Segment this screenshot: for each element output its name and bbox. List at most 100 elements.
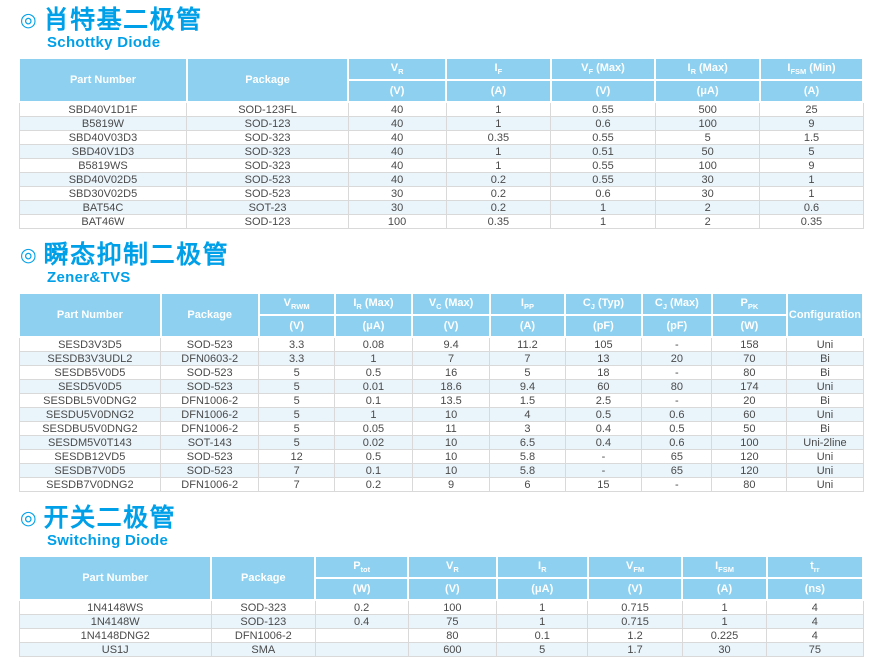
table-cell: 10: [411, 407, 491, 422]
table-cell: 1: [334, 407, 413, 422]
table-row: SBD40V1D3 SOD-323 40 1 0.51 50 5: [18, 144, 864, 159]
table-cell: 5: [258, 407, 336, 422]
table-row: SBD30V02D5 SOD-523 30 0.2 0.6 30 1: [18, 186, 864, 201]
table-cell: 40: [347, 158, 447, 173]
column-header: VR: [407, 555, 498, 579]
table-cell: 5: [258, 393, 336, 408]
table-row: SBD40V1D1F SOD-123FL 40 1 0.55 500 25: [18, 101, 864, 117]
part-number-cell: SESDB7V0D5: [18, 463, 162, 478]
table-cell: 120: [711, 449, 788, 464]
param-suffix: (Min): [809, 61, 836, 74]
table-cell: 0.01: [334, 379, 413, 394]
table-cell: 0.35: [445, 130, 552, 145]
column-unit: (V): [407, 577, 498, 601]
column-header: Part Number: [18, 292, 162, 338]
part-number-cell: SESDB7V0DNG2: [18, 477, 162, 492]
table-cell: 25: [759, 101, 864, 117]
table-cell: 100: [347, 214, 447, 229]
table-cell: [314, 642, 409, 657]
param-symbol: I: [687, 61, 691, 74]
table-cell: 15: [564, 477, 643, 492]
table-cell: 0.55: [550, 101, 656, 117]
table-row: SESD5V0D5 SOD-523 5 0.01 18.6 9.4 60 80 174 Uni: [18, 379, 864, 394]
param-subscript: PK: [747, 302, 759, 312]
table-cell: 1.2: [587, 628, 683, 643]
param-symbol: P: [353, 559, 361, 572]
table-cell: 1: [681, 614, 768, 629]
param-symbol: V: [581, 61, 589, 74]
table-row: US1J SMA 600 5 1.7 30 75: [18, 642, 864, 657]
table-cell: 1: [550, 200, 656, 215]
table-cell: 1: [445, 116, 552, 131]
table-cell: -: [641, 477, 713, 492]
table-cell: 6.5: [489, 435, 566, 450]
column-header: IFSM (Min): [758, 57, 865, 81]
column-header: VF (Max): [549, 57, 657, 81]
table-cell: 70: [711, 351, 788, 366]
param-subscript: tot: [360, 565, 371, 575]
part-number-cell: US1J: [18, 642, 212, 657]
table-cell: 13.5: [411, 393, 491, 408]
table-cell: SOD-523: [160, 365, 260, 380]
table-cell: 1.5: [759, 130, 864, 145]
table-cell: 0.6: [759, 200, 864, 215]
table-cell: Uni: [786, 449, 864, 464]
table-cell: SOD-123: [210, 614, 316, 629]
part-number-cell: SESDM5V0T143: [18, 435, 162, 450]
column-header: trr: [765, 555, 865, 579]
table-cell: 80: [711, 365, 788, 380]
part-number-cell: B5819W: [18, 116, 188, 131]
table-cell: SOD-323: [186, 158, 349, 173]
table-cell: 0.6: [641, 435, 713, 450]
table-cell: 4: [766, 628, 864, 643]
table-cell: SOD-323: [210, 599, 316, 615]
table-cell: 0.55: [550, 130, 656, 145]
table-cell: 40: [347, 116, 447, 131]
table-cell: -: [641, 393, 713, 408]
table-row: SESDB3V3UDL2 DFN0603-2 3.3 1 7 7 13 20 70 Bi: [18, 351, 864, 366]
table-cell: 10: [411, 449, 491, 464]
part-number-cell: SESDB3V3UDL2: [18, 351, 162, 366]
column-unit: (V): [411, 314, 491, 338]
table-cell: Bi: [786, 351, 864, 366]
param-symbol: t: [810, 559, 814, 572]
table-cell: 1: [681, 599, 768, 615]
part-number-cell: BAT54C: [18, 200, 188, 215]
section-subtitle-en: Zener&TVS: [47, 269, 131, 286]
table-cell: 6: [489, 477, 566, 492]
table-cell: 0.5: [641, 421, 713, 436]
table-cell: 0.55: [550, 172, 656, 187]
table-cell: 0.5: [334, 365, 413, 380]
table-cell: 0.715: [587, 614, 683, 629]
table-cell: 174: [711, 379, 788, 394]
table-cell: 18.6: [411, 379, 491, 394]
param-subscript: R: [453, 565, 459, 575]
table-cell: Bi: [786, 421, 864, 436]
table-cell: 60: [711, 407, 788, 422]
column-header: Part Number: [18, 57, 188, 103]
table-cell: 0.1: [496, 628, 589, 643]
section-title-zh: 肖特基二极管: [43, 6, 203, 34]
table-row: B5819W SOD-123 40 1 0.6 100 9: [18, 116, 864, 131]
table-cell: 30: [654, 172, 761, 187]
column-unit: (μA): [495, 577, 589, 601]
schottky-diode-table: Part Number Package VR IF VF (Max) IR (Max) IFSM…: [18, 57, 865, 229]
table-cell: 7: [258, 477, 336, 492]
header-row: Part Number Package VR IF VF (Max) IR (Max) IFSM…: [18, 57, 865, 103]
table-row: 1N4148W SOD-123 0.4 75 1 0.715 1 4: [18, 614, 864, 629]
table-cell: SOD-123FL: [186, 101, 349, 117]
table-cell: 1: [445, 101, 552, 117]
section-heading: ◎ 肖特基二极管: [18, 6, 864, 34]
table-cell: 50: [711, 421, 788, 436]
table-cell: SOD-523: [186, 186, 349, 201]
table-cell: 40: [347, 101, 447, 117]
table-cell: 1: [759, 186, 864, 201]
section-zener-tvs: ◎ 瞬态抑制二极管 Zener&TVS Part Number Package VR…: [18, 241, 865, 492]
table-cell: DFN1006-2: [160, 421, 260, 436]
param-subscript: FSM: [718, 565, 734, 575]
table-cell: 1.5: [489, 393, 566, 408]
table-cell: SOD-323: [186, 130, 349, 145]
column-header: IPP: [488, 292, 567, 316]
param-symbol: I: [787, 61, 791, 74]
